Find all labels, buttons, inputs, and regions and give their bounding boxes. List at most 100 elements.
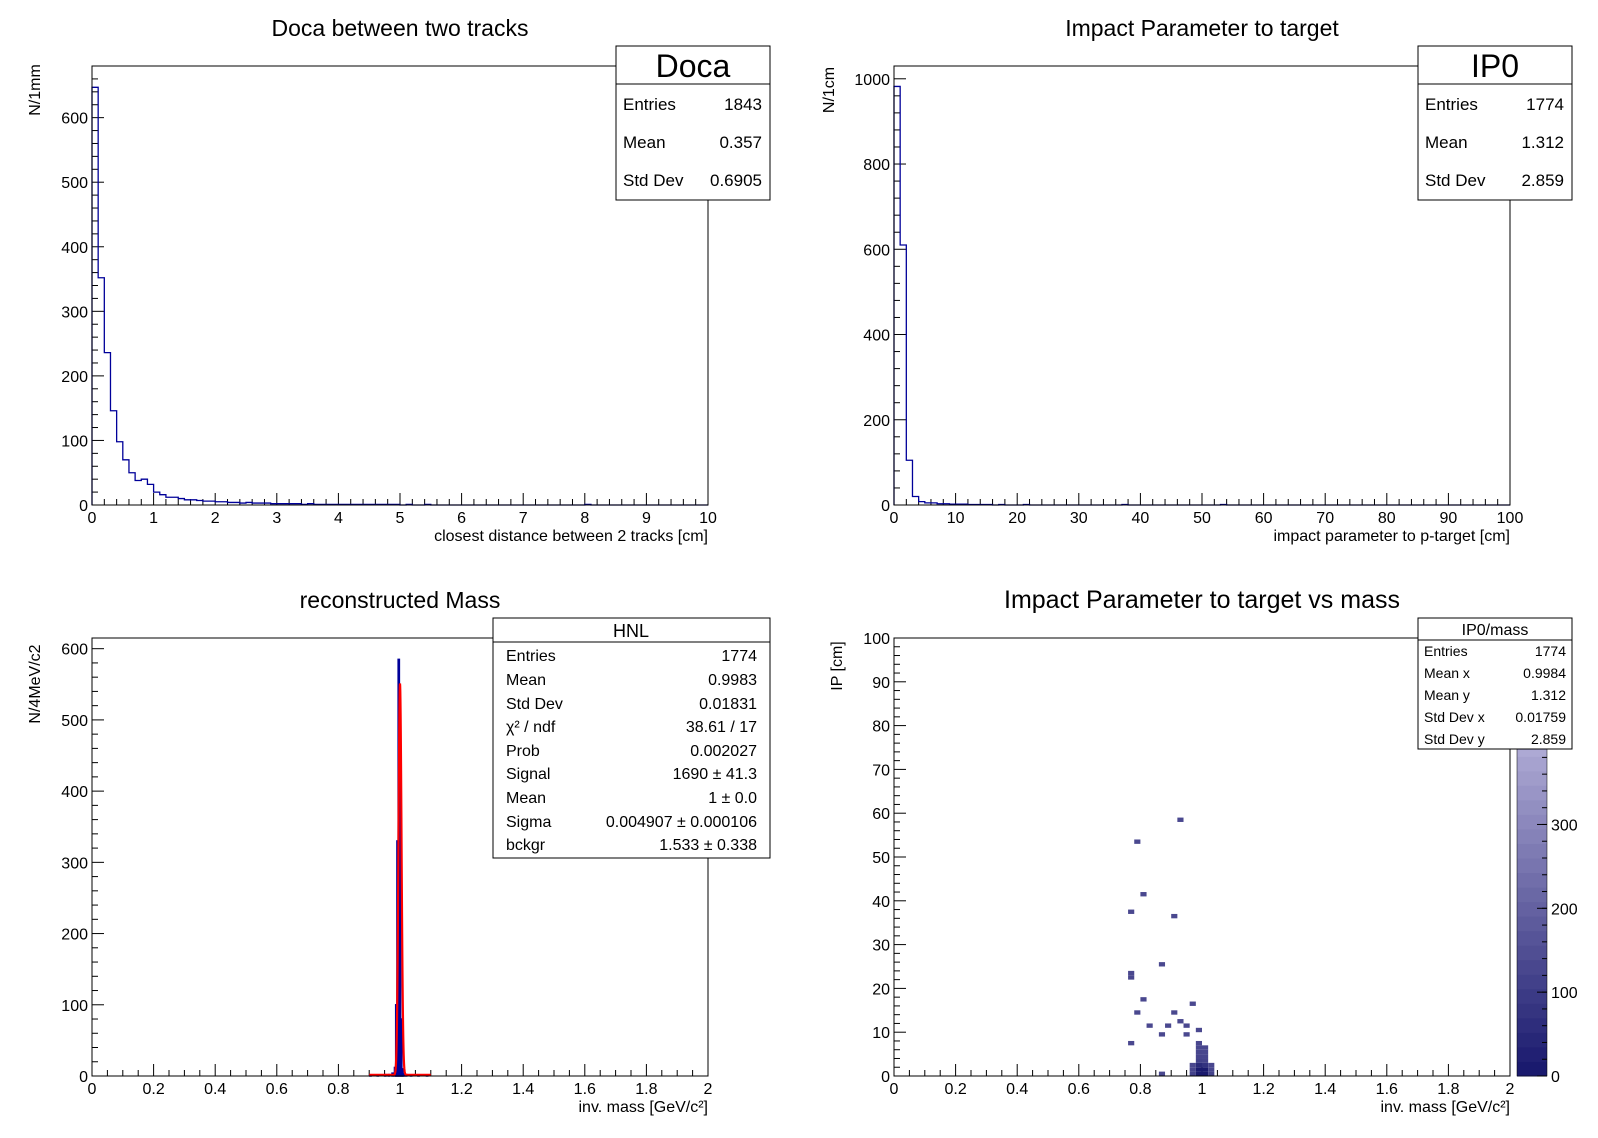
ip0-stats-box: IP0 Entries 1774 Mean 1.312 Std Dev 2.85… (1417, 45, 1573, 201)
x-tick-label: 90 (1440, 510, 1458, 527)
x-tick-label: 2 (704, 1081, 713, 1098)
heatmap-cell (1134, 839, 1141, 844)
y-tick-label: 0 (79, 1069, 88, 1086)
stats-value: 1690 ± 41.3 (673, 766, 758, 783)
doca-title: Doca between two tracks (272, 15, 529, 41)
heatmap-cell (1177, 817, 1184, 822)
stats-label: Prob (506, 743, 540, 760)
z-tick-label: 100 (1551, 985, 1578, 1002)
heatmap-cell (1134, 1010, 1141, 1015)
y-tick-label: 800 (863, 157, 890, 174)
x-tick-label: 0 (890, 1081, 899, 1098)
heatmap-cell (1183, 1023, 1190, 1028)
y-tick-label: 300 (61, 855, 88, 872)
hnl-stats-box: HNL Entries 1774 Mean 0.9983 Std Dev 0.0… (492, 617, 771, 859)
heatmap-cell (1140, 997, 1147, 1002)
stats-value: 0.01759 (1515, 709, 1566, 725)
doca-stats-box: Doca Entries 1843 Mean 0.357 Std Dev 0.6… (615, 45, 771, 201)
x-tick-label: 0.2 (142, 1081, 164, 1098)
stats-label: Entries (1425, 95, 1478, 114)
x-tick-label: 0.6 (1068, 1081, 1090, 1098)
heatmap-cell (1158, 1071, 1166, 1076)
x-tick-label: 1 (396, 1081, 405, 1098)
y-tick-label: 30 (872, 938, 890, 955)
y-tick-label: 60 (872, 806, 890, 823)
y-tick-label: 50 (872, 850, 890, 867)
hnl-stats-name: HNL (613, 621, 649, 641)
x-tick-label: 1.6 (574, 1081, 596, 1098)
x-tick-label: 1 (1198, 1081, 1207, 1098)
palette-step (1517, 959, 1547, 975)
stats-value: 0.004907 ± 0.000106 (606, 814, 757, 831)
y-tick-label: 200 (61, 927, 88, 944)
ip0-title: Impact Parameter to target (1065, 15, 1339, 41)
palette-step (1517, 945, 1547, 961)
palette-step (1517, 814, 1547, 830)
stats-value: 1 ± 0.0 (708, 790, 757, 807)
heatmap-cell (1202, 1045, 1209, 1050)
doca-frame (91, 65, 709, 506)
y-tick-label: 100 (61, 998, 88, 1015)
ip0mass-xlabel: inv. mass [GeV/c²] (1380, 1099, 1510, 1116)
x-tick-label: 50 (1193, 510, 1211, 527)
y-tick-label: 70 (872, 762, 890, 779)
y-tick-label: 200 (61, 369, 88, 386)
y-tick-label: 80 (872, 719, 890, 736)
heatmap-cell (1195, 1067, 1202, 1072)
palette-step (1517, 858, 1547, 874)
ip0mass-ylabel: IP [cm] (829, 641, 846, 691)
ip0mass-ticks: 0 0.2 0.4 0.6 0.8 1 1.2 1.4 1.6 1.8 20102030405060… (863, 631, 1514, 1098)
heatmap-cell (1189, 1001, 1196, 1006)
palette-step (1517, 1003, 1547, 1019)
y-tick-label: 400 (61, 240, 88, 257)
y-tick-label: 0 (881, 498, 890, 515)
ip0mass-heatmap (1128, 817, 1215, 1076)
palette-step (1517, 1061, 1547, 1077)
ip0mass-title: Impact Parameter to target vs mass (1004, 586, 1400, 614)
z-tick-label: 200 (1551, 901, 1578, 918)
ip0-ylabel: N/1cm (821, 67, 838, 113)
heatmap-cell (1195, 1062, 1202, 1068)
heatmap-cell (1202, 1054, 1209, 1059)
y-tick-label: 500 (61, 175, 88, 192)
x-tick-label: 2 (211, 510, 220, 527)
palette-step (1517, 756, 1547, 772)
stats-value: 0.9983 (708, 672, 757, 689)
stats-label: Std Dev (506, 696, 563, 713)
y-tick-label: 400 (863, 328, 890, 345)
stats-value: 1774 (721, 648, 757, 665)
ip0mass-stats-box: IP0/mass Entries 1774 Mean x 0.9984 Mean… (1417, 617, 1573, 750)
stats-label: Std Dev x (1424, 709, 1485, 725)
x-tick-label: 1.4 (512, 1081, 534, 1098)
x-tick-label: 6 (457, 510, 466, 527)
heatmap-cell (1171, 1010, 1178, 1015)
heatmap-cell (1195, 1040, 1202, 1046)
x-tick-label: 80 (1378, 510, 1396, 527)
stats-value: 1774 (1535, 643, 1566, 659)
x-tick-label: 1.4 (1314, 1081, 1336, 1098)
y-tick-label: 90 (872, 675, 890, 692)
stats-value: 0.357 (719, 133, 762, 152)
x-tick-label: 0.8 (327, 1081, 349, 1098)
y-tick-label: 100 (863, 631, 890, 648)
heatmap-cell (1202, 1058, 1209, 1063)
palette-step (1517, 770, 1547, 786)
heatmap-cell (1140, 892, 1147, 897)
x-tick-label: 4 (334, 510, 343, 527)
x-tick-label: 0.2 (944, 1081, 966, 1098)
y-tick-label: 0 (79, 498, 88, 515)
palette-step (1517, 1032, 1547, 1048)
doca-xlabel: closest distance between 2 tracks [cm] (434, 528, 708, 545)
palette-step (1517, 828, 1547, 844)
x-tick-label: 8 (580, 510, 589, 527)
doca-panel: Doca between two tracks N/1mm closest di… (27, 15, 771, 545)
heatmap-cell (1195, 1049, 1202, 1055)
y-tick-label: 100 (61, 433, 88, 450)
heatmap-cell (1195, 1045, 1202, 1050)
x-tick-label: 3 (272, 510, 281, 527)
x-tick-label: 60 (1255, 510, 1273, 527)
palette-step (1517, 974, 1547, 990)
stats-value: 1.312 (1521, 133, 1564, 152)
doca-ylabel: N/1mm (27, 64, 44, 116)
heatmap-cell (1195, 1058, 1202, 1063)
